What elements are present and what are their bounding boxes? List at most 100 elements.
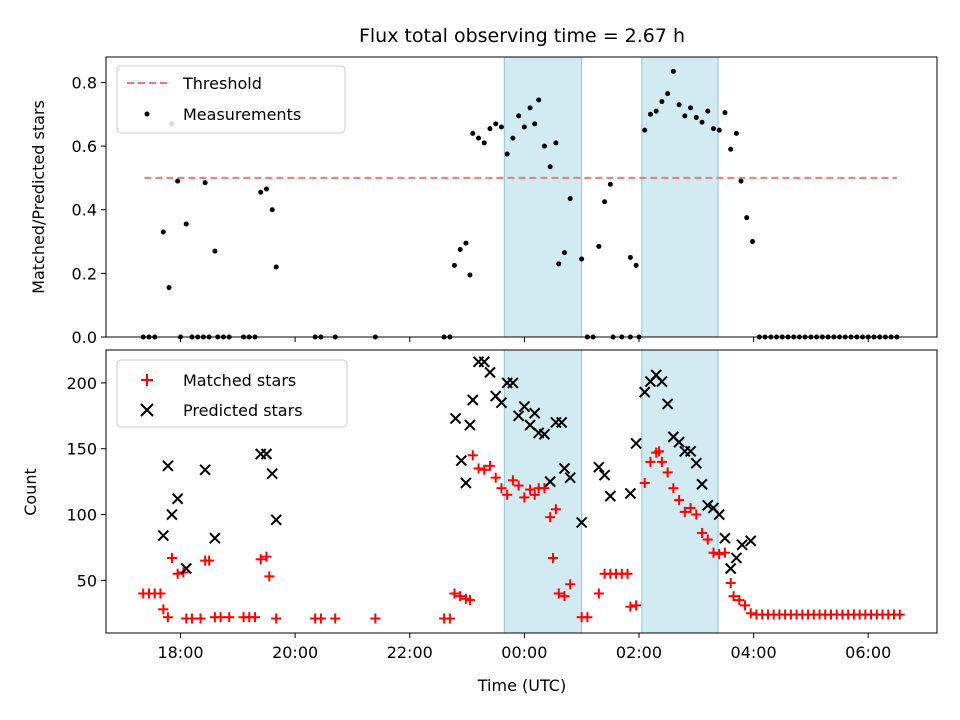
bottom-legend: Matched stars Predicted stars xyxy=(116,359,348,428)
measurement-point xyxy=(728,146,734,152)
measurement-point xyxy=(579,256,585,262)
top-y-axis-label: Matched/Predicted stars xyxy=(29,100,48,294)
predicted-star-point xyxy=(719,532,731,544)
top-y-tick-label: 0.6 xyxy=(72,137,97,156)
chart-title: Flux total observing time = 2.67 h xyxy=(359,25,685,47)
measurement-point xyxy=(183,221,189,227)
matched-star-point xyxy=(315,613,326,624)
top-y-tick-label: 0.8 xyxy=(72,73,97,92)
top-y-tick-label: 0.0 xyxy=(72,328,97,347)
matched-star-point xyxy=(172,568,183,579)
top-ticks: 0.0 0.2 0.4 0.6 0.8 xyxy=(72,73,869,347)
bottom-y-tick-label: 150 xyxy=(66,440,97,459)
predicted-star-point xyxy=(467,394,479,406)
bottom-y-tick-label: 100 xyxy=(66,506,97,525)
measurement-point xyxy=(633,262,639,268)
matched-star-point xyxy=(370,613,381,624)
matched-star-point xyxy=(490,472,501,483)
predicted-star-point xyxy=(558,462,571,475)
bottom-shaded-windows xyxy=(503,349,719,634)
matched-star-point xyxy=(529,489,540,500)
observing-window-1 xyxy=(503,349,583,634)
predicted-star-point xyxy=(598,469,611,481)
measurement-point xyxy=(567,196,573,202)
predicted-star-point xyxy=(544,475,556,488)
measurement-point xyxy=(556,261,562,267)
bottom-ticks: 50 100 150 200 18:00 20:00 22:00 00:00 02:00 04:0… xyxy=(66,374,891,662)
matched-star-point xyxy=(691,509,702,520)
top-panel: 0.00.20.40.60.8 Matched/Predicted stars … xyxy=(29,56,938,347)
measurement-point xyxy=(659,99,665,105)
bottom-y-tick-label: 50 xyxy=(77,571,97,590)
predicted-star-point xyxy=(507,377,519,389)
predicted-star-point xyxy=(736,539,748,551)
measurement-point xyxy=(202,180,208,186)
matched-star-point xyxy=(702,534,713,545)
matched-star-point xyxy=(525,484,536,495)
measurement-point xyxy=(269,207,275,213)
matched-star-point xyxy=(662,467,673,478)
predicted-star-point xyxy=(713,508,725,521)
matched-star-point xyxy=(697,527,708,538)
measurement-point xyxy=(607,181,613,187)
predicted-star-point xyxy=(724,562,737,575)
bottom-panel: 50 100 150 200 18:00 20:00 22:00 00:00 02:00 04:0… xyxy=(21,349,938,695)
predicted-star-point xyxy=(696,478,708,490)
predicted-star-point xyxy=(199,464,211,476)
predicted-star-point xyxy=(260,448,273,460)
matched-legend-marker xyxy=(141,374,153,386)
predicted-star-point xyxy=(564,471,576,484)
matched-star-point xyxy=(631,600,642,611)
measurement-point xyxy=(733,130,739,136)
predicted-star-point xyxy=(157,529,170,542)
measurement-point xyxy=(166,285,172,291)
predicted-star-point xyxy=(266,468,278,480)
measurement-point xyxy=(467,272,473,278)
matched-star-point xyxy=(479,464,490,475)
top-axes-frame xyxy=(105,56,938,338)
matched-star-point xyxy=(639,477,650,488)
measurement-point xyxy=(493,121,499,127)
matched-star-point xyxy=(330,613,341,624)
measurement-point xyxy=(498,124,504,130)
matched-star-point xyxy=(545,512,556,523)
predicted-star-point xyxy=(661,398,674,410)
matched-star-point xyxy=(728,591,739,602)
measurement-point xyxy=(627,254,633,260)
predicted-star-point xyxy=(464,419,476,431)
predicted-star-point xyxy=(518,400,531,413)
matched-star-point xyxy=(166,552,177,563)
predicted-star-point xyxy=(575,516,588,529)
measurement-point xyxy=(665,91,671,97)
matched-star-point xyxy=(539,483,550,494)
matched-star-point xyxy=(513,480,524,491)
x-tick-label: 02:00 xyxy=(616,643,662,662)
measurement-point xyxy=(547,164,553,170)
measurement-point xyxy=(527,105,533,111)
matched-star-point xyxy=(719,547,730,558)
predicted-legend-marker xyxy=(140,403,154,417)
matched-star-point xyxy=(264,571,275,582)
matched-star-point xyxy=(444,613,455,624)
x-axis-label: Time (UTC) xyxy=(477,676,566,695)
matched-star-point xyxy=(714,549,725,560)
predicted-star-point xyxy=(604,490,617,502)
predicted-star-point xyxy=(639,386,651,398)
predicted-star-point xyxy=(270,514,282,526)
legend-measurements-label: Measurements xyxy=(183,105,301,124)
measurement-point xyxy=(160,229,166,235)
predicted-star-point xyxy=(460,477,472,489)
bottom-y-axis-label: Count xyxy=(21,468,40,516)
matched-star-point xyxy=(674,495,685,506)
measurement-point xyxy=(504,151,510,157)
measurement-point xyxy=(463,240,469,246)
predicted-star-point xyxy=(673,436,685,448)
matched-star-point xyxy=(625,601,636,612)
matched-star-point xyxy=(496,483,507,494)
bottom-axes-frame xyxy=(105,349,938,634)
count-points xyxy=(138,356,905,624)
measurement-point xyxy=(263,186,269,192)
legend-predicted-label: Predicted stars xyxy=(183,401,303,420)
measurement-point xyxy=(716,127,722,133)
